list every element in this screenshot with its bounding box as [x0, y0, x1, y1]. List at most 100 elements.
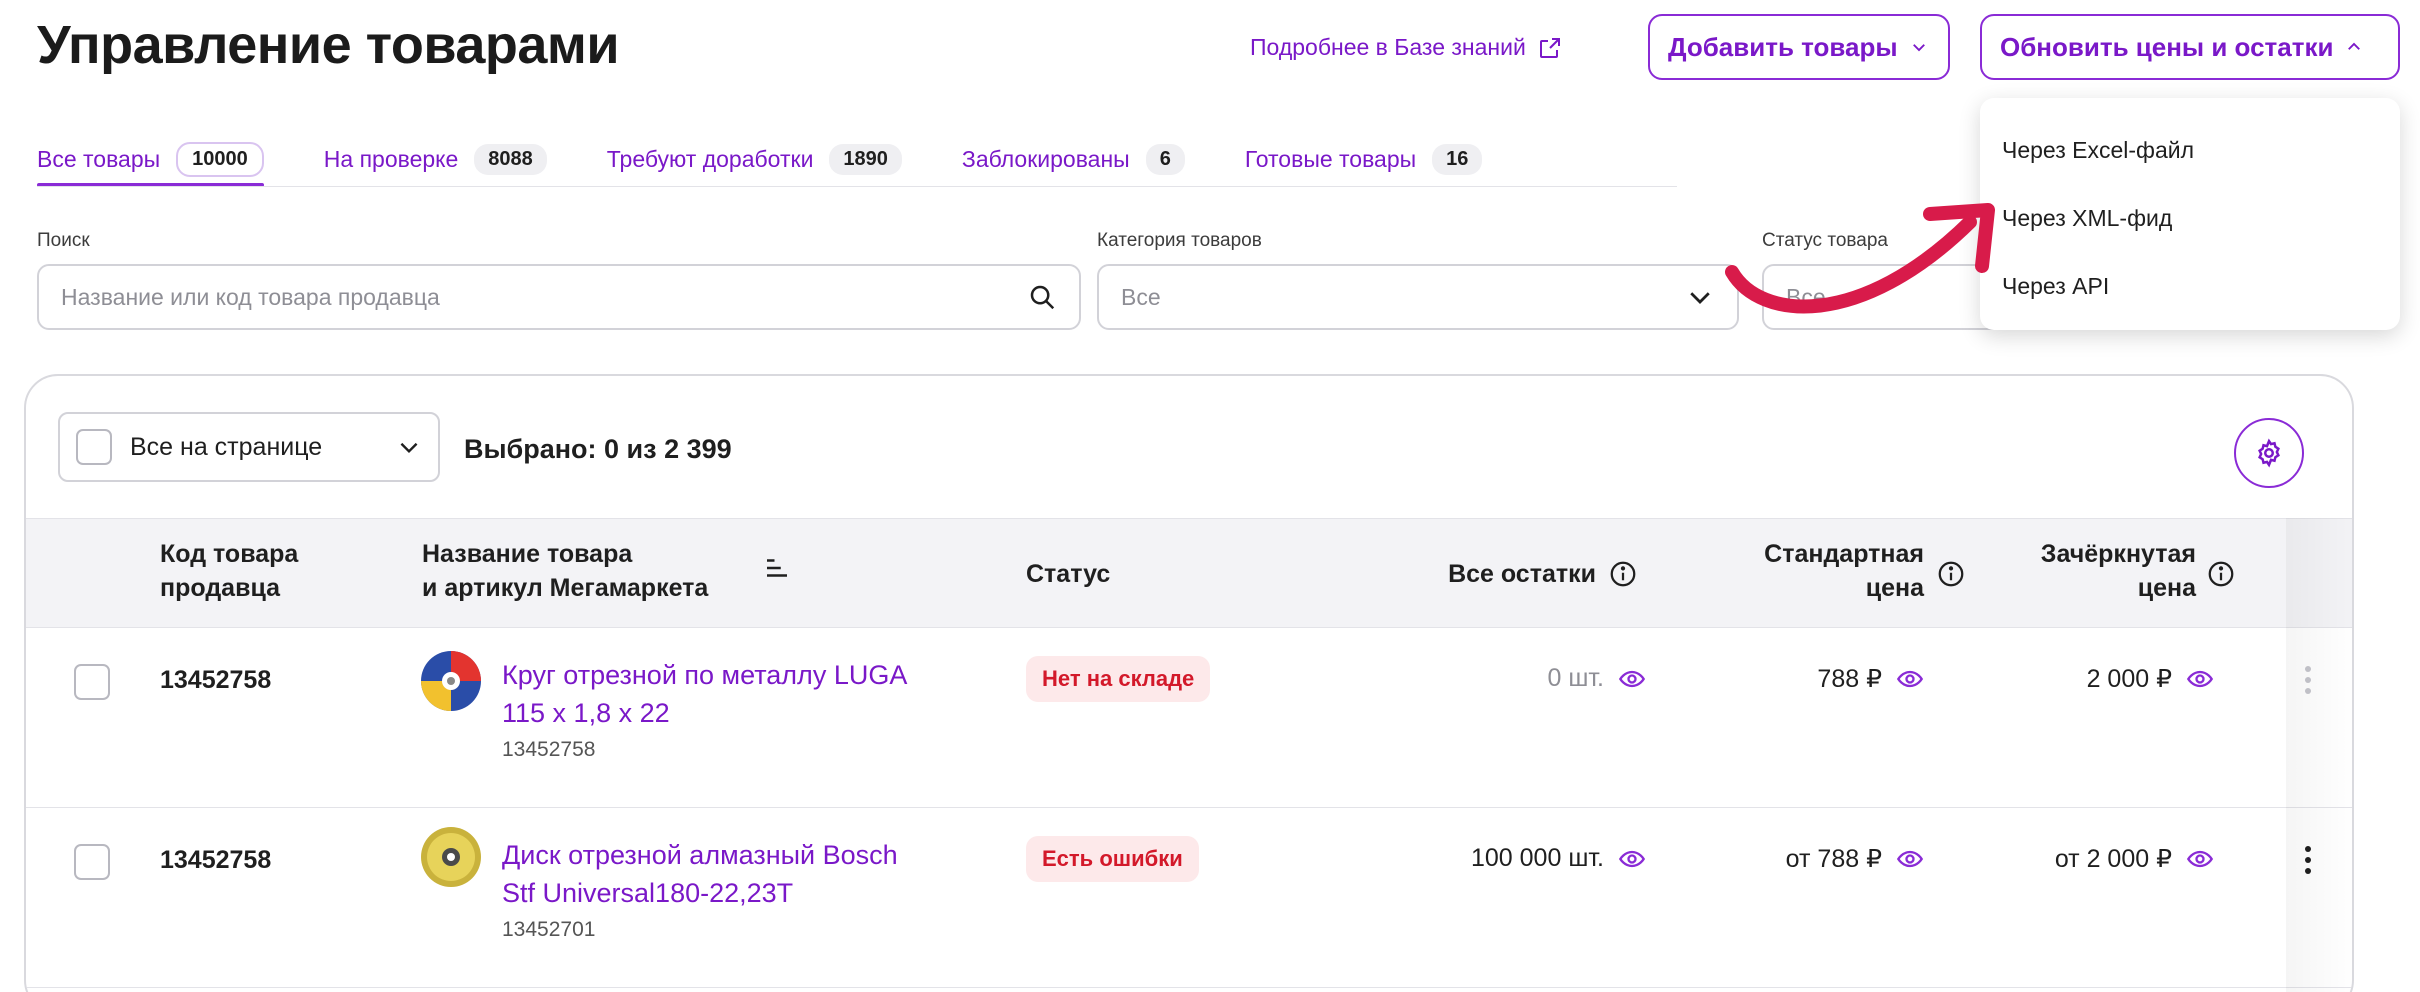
tab-count-badge: 10000	[176, 141, 264, 177]
menu-item-api[interactable]: Через API	[2002, 272, 2110, 299]
info-icon[interactable]	[2206, 559, 2236, 589]
col-crossed-price-line1: Зачёркнутая	[2040, 540, 2196, 568]
external-link-icon	[1539, 37, 1560, 58]
menu-item-excel[interactable]: Через Excel-файл	[2002, 136, 2195, 163]
col-stock-label: Все остатки	[1448, 560, 1596, 588]
update-prices-stock-button[interactable]: Обновить цены и остатки	[1980, 14, 2400, 80]
sort-icon[interactable]	[762, 553, 792, 583]
col-standard-price-line2: цена	[1865, 574, 1924, 602]
update-prices-menu: Через Excel-файл Через XML-фид Через API	[1980, 98, 2400, 330]
col-product-name-line1: Название товара	[422, 540, 633, 568]
knowledge-base-link[interactable]: Подробнее в Базе знаний	[1250, 34, 1562, 61]
product-thumbnail	[421, 827, 481, 887]
update-prices-stock-button-label: Обновить цены и остатки	[2000, 31, 2334, 62]
products-table-card: Все на странице Выбрано: 0 из 2 399 Код …	[24, 374, 2354, 992]
row-actions-icon[interactable]	[2302, 846, 2314, 874]
row-actions-icon[interactable]	[2302, 666, 2314, 694]
stock-cell: 100 000 шт.	[1406, 844, 1646, 873]
crossed-price-cell: от 2 000 ₽	[1966, 844, 2214, 874]
product-name-link[interactable]: Круг отрезной по металлу LUGA 115 х 1,8 …	[502, 656, 907, 732]
info-icon[interactable]	[1608, 559, 1638, 589]
row-checkbox[interactable]	[74, 664, 110, 700]
tab-ready-products[interactable]: Готовые товары 16	[1245, 134, 1483, 184]
info-icon[interactable]	[1936, 559, 1966, 589]
col-seller-code: Код товара продавца	[160, 537, 298, 605]
crossed-price-value: 2 000 ₽	[2086, 665, 2172, 693]
col-crossed-price: Зачёркнутая цена	[2006, 537, 2196, 605]
select-all-checkbox[interactable]	[76, 429, 112, 465]
seller-code: 13452758	[160, 666, 272, 694]
eye-icon[interactable]	[2186, 665, 2214, 693]
selected-count: Выбрано: 0 из 2 399	[464, 434, 732, 464]
standard-price-value: 788 ₽	[1817, 665, 1882, 693]
crossed-price-value: от 2 000 ₽	[2054, 845, 2172, 873]
col-seller-code-line1: Код товара	[160, 540, 299, 568]
page-title: Управление товарами	[37, 15, 620, 75]
table-header: Код товара продавца Название товара и ар…	[26, 518, 2352, 628]
product-name-line1: Круг отрезной по металлу LUGA	[502, 660, 908, 690]
eye-icon[interactable]	[1896, 845, 1924, 873]
annotation-arrow-icon	[1725, 203, 1995, 314]
tab-label: На проверке	[323, 145, 459, 172]
select-all-on-page-dropdown[interactable]: Все на странице	[58, 412, 440, 482]
col-crossed-price-line2: цена	[2137, 574, 2196, 602]
tab-count-badge: 1890	[829, 143, 902, 175]
tab-blocked[interactable]: Заблокированы 6	[962, 134, 1185, 184]
tab-label: Требуют доработки	[606, 145, 814, 172]
stock-value: 0 шт.	[1547, 664, 1604, 692]
menu-item-xml-feed[interactable]: Через XML-фид	[2002, 204, 2173, 231]
tab-label: Все товары	[37, 145, 161, 172]
product-thumbnail	[421, 651, 481, 711]
chevron-down-icon	[400, 442, 418, 454]
search-icon[interactable]	[1027, 282, 1057, 312]
add-products-button-label: Добавить товары	[1668, 31, 1898, 62]
status-label: Статус товара	[1762, 230, 1888, 251]
sticky-column-shadow	[2286, 518, 2352, 992]
tab-needs-revision[interactable]: Требуют доработки 1890	[607, 134, 902, 184]
search-label: Поиск	[37, 230, 90, 251]
col-product-name[interactable]: Название товара и артикул Мегамаркета	[422, 537, 708, 605]
product-name-line2: 115 х 1,8 х 22	[502, 698, 670, 728]
col-seller-code-line2: продавца	[160, 574, 281, 602]
search-input[interactable]: Название или код товара продавца	[37, 264, 1081, 330]
tab-count-badge: 6	[1145, 143, 1185, 175]
knowledge-base-link-label: Подробнее в Базе знаний	[1250, 34, 1526, 60]
eye-icon[interactable]	[1618, 845, 1646, 873]
category-select[interactable]: Все	[1097, 264, 1739, 330]
status-badge: Нет на складе	[1026, 656, 1211, 702]
col-status: Статус	[1026, 560, 1111, 588]
chevron-down-icon	[1690, 292, 1710, 304]
chevron-up-icon	[2348, 42, 2361, 50]
megamarket-article: 13452758	[502, 738, 596, 761]
standard-price-cell: 788 ₽	[1666, 664, 1924, 694]
product-name-link[interactable]: Диск отрезной алмазный Bosch Stf Univers…	[502, 836, 898, 912]
col-standard-price-line1: Стандартная	[1764, 540, 1924, 568]
standard-price-cell: от 788 ₽	[1666, 844, 1924, 874]
col-standard-price: Стандартная цена	[1686, 537, 1924, 605]
stock-value: 100 000 шт.	[1471, 844, 1604, 872]
category-select-value: Все	[1121, 283, 1161, 310]
eye-icon[interactable]	[1896, 665, 1924, 693]
crossed-price-cell: 2 000 ₽	[1966, 664, 2214, 694]
product-name-line1: Диск отрезной алмазный Bosch	[502, 840, 898, 870]
tabs-divider	[37, 186, 1677, 187]
status-badge: Есть ошибки	[1026, 836, 1199, 882]
tab-count-badge: 8088	[474, 143, 547, 175]
table-row[interactable]: 13452758 Круг отрезной по металлу LUGA 1…	[26, 628, 2352, 808]
table-settings-button[interactable]	[2234, 418, 2304, 488]
tab-on-review[interactable]: На проверке 8088	[324, 134, 547, 184]
tab-label: Заблокированы	[961, 145, 1130, 172]
megamarket-article: 13452701	[502, 918, 596, 941]
table-row[interactable]: 13452758 Диск отрезной алмазный Bosch St…	[26, 808, 2352, 988]
row-checkbox[interactable]	[74, 844, 110, 880]
seller-code: 13452758	[160, 846, 272, 874]
add-products-button[interactable]: Добавить товары	[1648, 14, 1950, 80]
gear-icon	[2258, 438, 2280, 468]
stock-cell: 0 шт.	[1406, 664, 1646, 693]
eye-icon[interactable]	[2186, 845, 2214, 873]
tab-label: Готовые товары	[1244, 145, 1417, 172]
status-tabs: Все товары 10000 На проверке 8088 Требую…	[37, 134, 1542, 187]
tab-all-products[interactable]: Все товары 10000	[37, 134, 264, 187]
search-placeholder: Название или код товара продавца	[61, 283, 440, 310]
eye-icon[interactable]	[1618, 665, 1646, 693]
